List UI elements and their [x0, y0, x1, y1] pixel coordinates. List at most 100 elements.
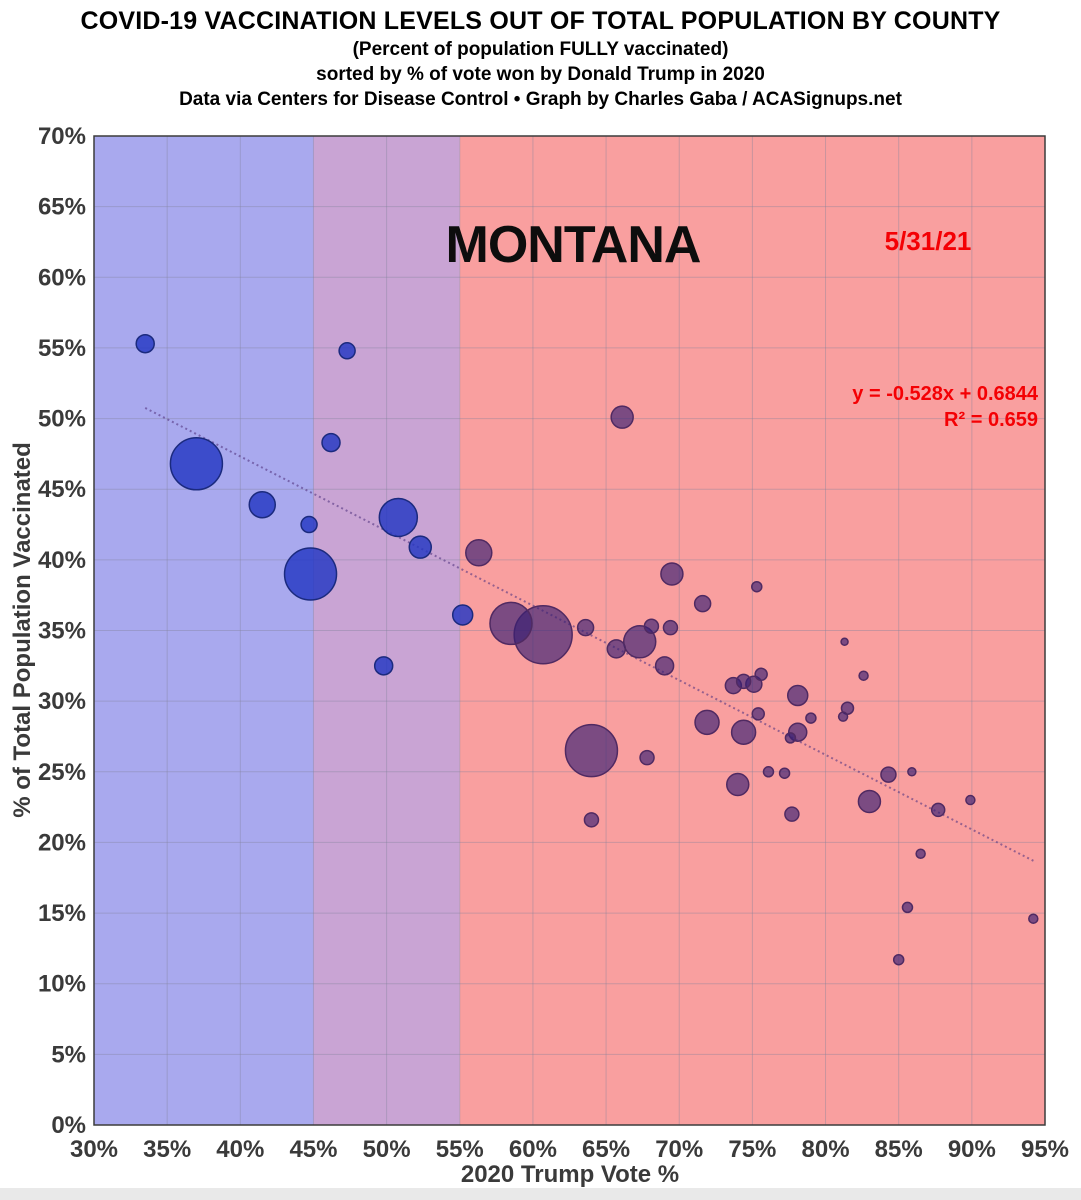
- county-bubble: [321, 432, 341, 453]
- county-bubble: [135, 333, 155, 354]
- y-tick-label: 20%: [38, 829, 86, 856]
- county-bubble: [378, 497, 419, 538]
- county-bubble: [778, 767, 791, 779]
- county-bubble: [786, 684, 809, 707]
- regression-trend-line: [144, 407, 1036, 863]
- county-bubble: [892, 953, 905, 966]
- y-tick-label: 25%: [38, 759, 86, 786]
- blue-zone: [94, 136, 314, 1125]
- page-title: COVID-19 VACCINATION LEVELS OUT OF TOTAL…: [80, 7, 1001, 35]
- county-bubble: [694, 709, 720, 736]
- county-bubble: [451, 604, 474, 626]
- y-tick-label: 0%: [51, 1112, 86, 1139]
- axis-tick-labels: 0% 5% 10% 15% 20% 25% 30% 35% 40% 45% 50% 55% 60% 65%…: [38, 123, 1069, 1163]
- county-bubble: [408, 535, 433, 559]
- county-bubble: [735, 673, 752, 690]
- x-tick-label: 75%: [728, 1136, 776, 1163]
- county-bubble: [784, 732, 797, 744]
- county-bubble: [660, 562, 684, 586]
- x-tick-label: 50%: [363, 1136, 411, 1163]
- x-tick-label: 70%: [655, 1136, 703, 1163]
- x-tick-label: 95%: [1021, 1136, 1069, 1163]
- county-bubble: [751, 580, 763, 593]
- x-tick-label: 35%: [143, 1136, 191, 1163]
- state-title: MONTANA: [446, 216, 701, 274]
- county-bubble: [751, 707, 765, 721]
- x-tick-label: 45%: [289, 1136, 337, 1163]
- y-tick-label: 35%: [38, 618, 86, 645]
- y-tick-label: 15%: [38, 900, 86, 927]
- x-tick-label: 80%: [802, 1136, 850, 1163]
- county-bubble: [639, 749, 655, 766]
- page-subtitle: (Percent of population FULLY vaccinated): [352, 39, 729, 60]
- county-bubble: [248, 491, 277, 519]
- x-tick-label: 60%: [509, 1136, 557, 1163]
- y-tick-label: 70%: [38, 123, 86, 150]
- county-bubble: [805, 712, 817, 724]
- county-bubble: [606, 639, 627, 659]
- county-bubble: [901, 901, 914, 914]
- county-bubble: [837, 711, 849, 722]
- county-bubble: [338, 342, 356, 360]
- y-tick-label: 10%: [38, 971, 86, 998]
- y-tick-label: 65%: [38, 194, 86, 221]
- county-bubble: [730, 719, 757, 745]
- bottom-strip: [0, 1188, 1081, 1200]
- county-bubble: [858, 670, 869, 681]
- county-bubble: [576, 618, 595, 637]
- county-bubble: [465, 539, 493, 567]
- county-bubble: [300, 515, 318, 534]
- county-bubble: [489, 601, 533, 646]
- county-bubble: [880, 766, 897, 783]
- y-tick-label: 40%: [38, 547, 86, 574]
- sort-note: sorted by % of vote won by Donald Trump …: [316, 64, 765, 85]
- county-bubble: [930, 802, 946, 818]
- regression-equation: y = -0.528x + 0.6844: [852, 383, 1039, 405]
- county-bubble: [373, 656, 394, 676]
- x-tick-label: 90%: [948, 1136, 996, 1163]
- county-bubble: [784, 806, 800, 822]
- county-bubble: [915, 848, 926, 859]
- purple-zone: [313, 136, 460, 1125]
- y-tick-label: 30%: [38, 688, 86, 715]
- county-bubble: [169, 437, 224, 491]
- county-bubble: [754, 667, 768, 682]
- plot-frame: [93, 135, 1046, 1126]
- y-tick-label: 60%: [38, 264, 86, 291]
- county-bubble: [726, 772, 750, 797]
- y-tick-label: 5%: [51, 1041, 86, 1068]
- county-bubble: [907, 767, 917, 777]
- county-bubble: [643, 618, 660, 635]
- county-bubble: [583, 812, 600, 828]
- county-bubbles: [135, 333, 1039, 966]
- county-bubble: [654, 656, 675, 676]
- plot-border: [93, 135, 1046, 1126]
- trend-line: [144, 407, 1036, 863]
- chart-header: COVID-19 VACCINATION LEVELS OUT OF TOTAL…: [0, 6, 1081, 112]
- y-tick-label: 45%: [38, 476, 86, 503]
- county-bubble: [1028, 913, 1039, 924]
- county-bubble: [693, 594, 712, 613]
- county-bubble: [762, 766, 775, 778]
- x-tick-label: 85%: [875, 1136, 923, 1163]
- data-credit: Data via Centers for Disease Control • G…: [179, 89, 902, 110]
- county-bubble: [283, 547, 338, 601]
- regression-r-squared: R² = 0.659: [944, 409, 1038, 431]
- x-tick-label: 40%: [216, 1136, 264, 1163]
- x-tick-label: 65%: [582, 1136, 630, 1163]
- x-tick-label: 30%: [70, 1136, 118, 1163]
- county-bubble: [564, 723, 619, 778]
- x-tick-label: 55%: [436, 1136, 484, 1163]
- x-axis-title: 2020 Trump Vote %: [461, 1161, 679, 1188]
- county-bubble: [840, 637, 849, 647]
- y-tick-label: 55%: [38, 335, 86, 362]
- county-bubble: [965, 794, 976, 806]
- county-bubble: [622, 625, 657, 659]
- y-tick-label: 50%: [38, 406, 86, 433]
- date-label: 5/31/21: [885, 226, 972, 256]
- county-bubble: [610, 405, 634, 429]
- y-axis-title: % of Total Population Vaccinated: [9, 442, 36, 818]
- county-bubble: [662, 619, 679, 636]
